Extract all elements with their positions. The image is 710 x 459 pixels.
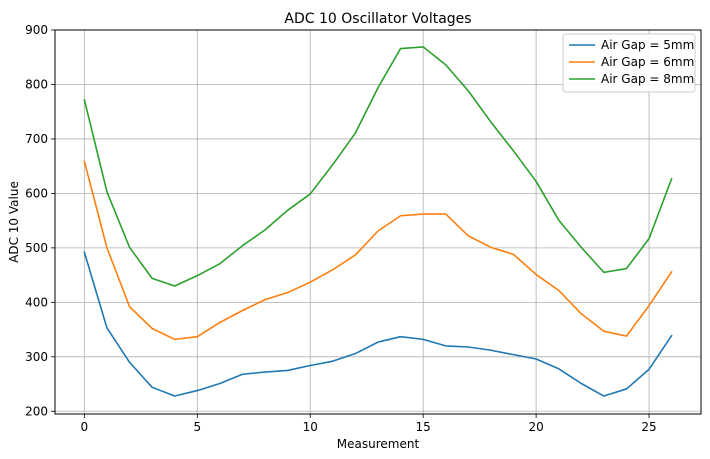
- series-line-air-gap-5mm: [83, 251, 673, 397]
- y-axis-label: ADC 10 Value: [7, 181, 21, 263]
- y-tick-label: 900: [25, 23, 48, 37]
- axis-ticks: 0 5 10 15 20 25 200 300 400 500 600 700 800 900: [25, 23, 657, 434]
- x-tick-label: 10: [303, 420, 318, 434]
- y-tick-label: 300: [25, 350, 48, 364]
- series-lines: [83, 46, 673, 397]
- y-tick-label: 500: [25, 241, 48, 255]
- legend-label-5mm: Air Gap = 5mm: [601, 38, 694, 52]
- series-line-air-gap-8mm: [83, 46, 673, 287]
- plot-frame: [54, 29, 702, 415]
- y-tick-label: 800: [25, 77, 48, 91]
- legend-label-8mm: Air Gap = 8mm: [601, 72, 694, 86]
- y-tick-label: 400: [25, 295, 48, 309]
- x-tick-label: 25: [641, 420, 656, 434]
- legend-box: [562, 33, 696, 93]
- y-tick-label: 200: [25, 404, 48, 418]
- x-tick-label: 15: [416, 420, 431, 434]
- x-tick-label: 0: [81, 420, 89, 434]
- y-tick-label: 600: [25, 186, 48, 200]
- x-axis-label: Measurement: [337, 437, 420, 451]
- x-tick-label: 5: [193, 420, 201, 434]
- x-tick-label: 20: [528, 420, 543, 434]
- legend: Air Gap = 5mm Air Gap = 6mm Air Gap = 8m…: [562, 33, 696, 93]
- y-tick-label: 700: [25, 132, 48, 146]
- legend-label-6mm: Air Gap = 6mm: [601, 55, 694, 69]
- series-line-air-gap-6mm: [83, 160, 673, 341]
- chart-title: ADC 10 Oscillator Voltages: [284, 11, 471, 27]
